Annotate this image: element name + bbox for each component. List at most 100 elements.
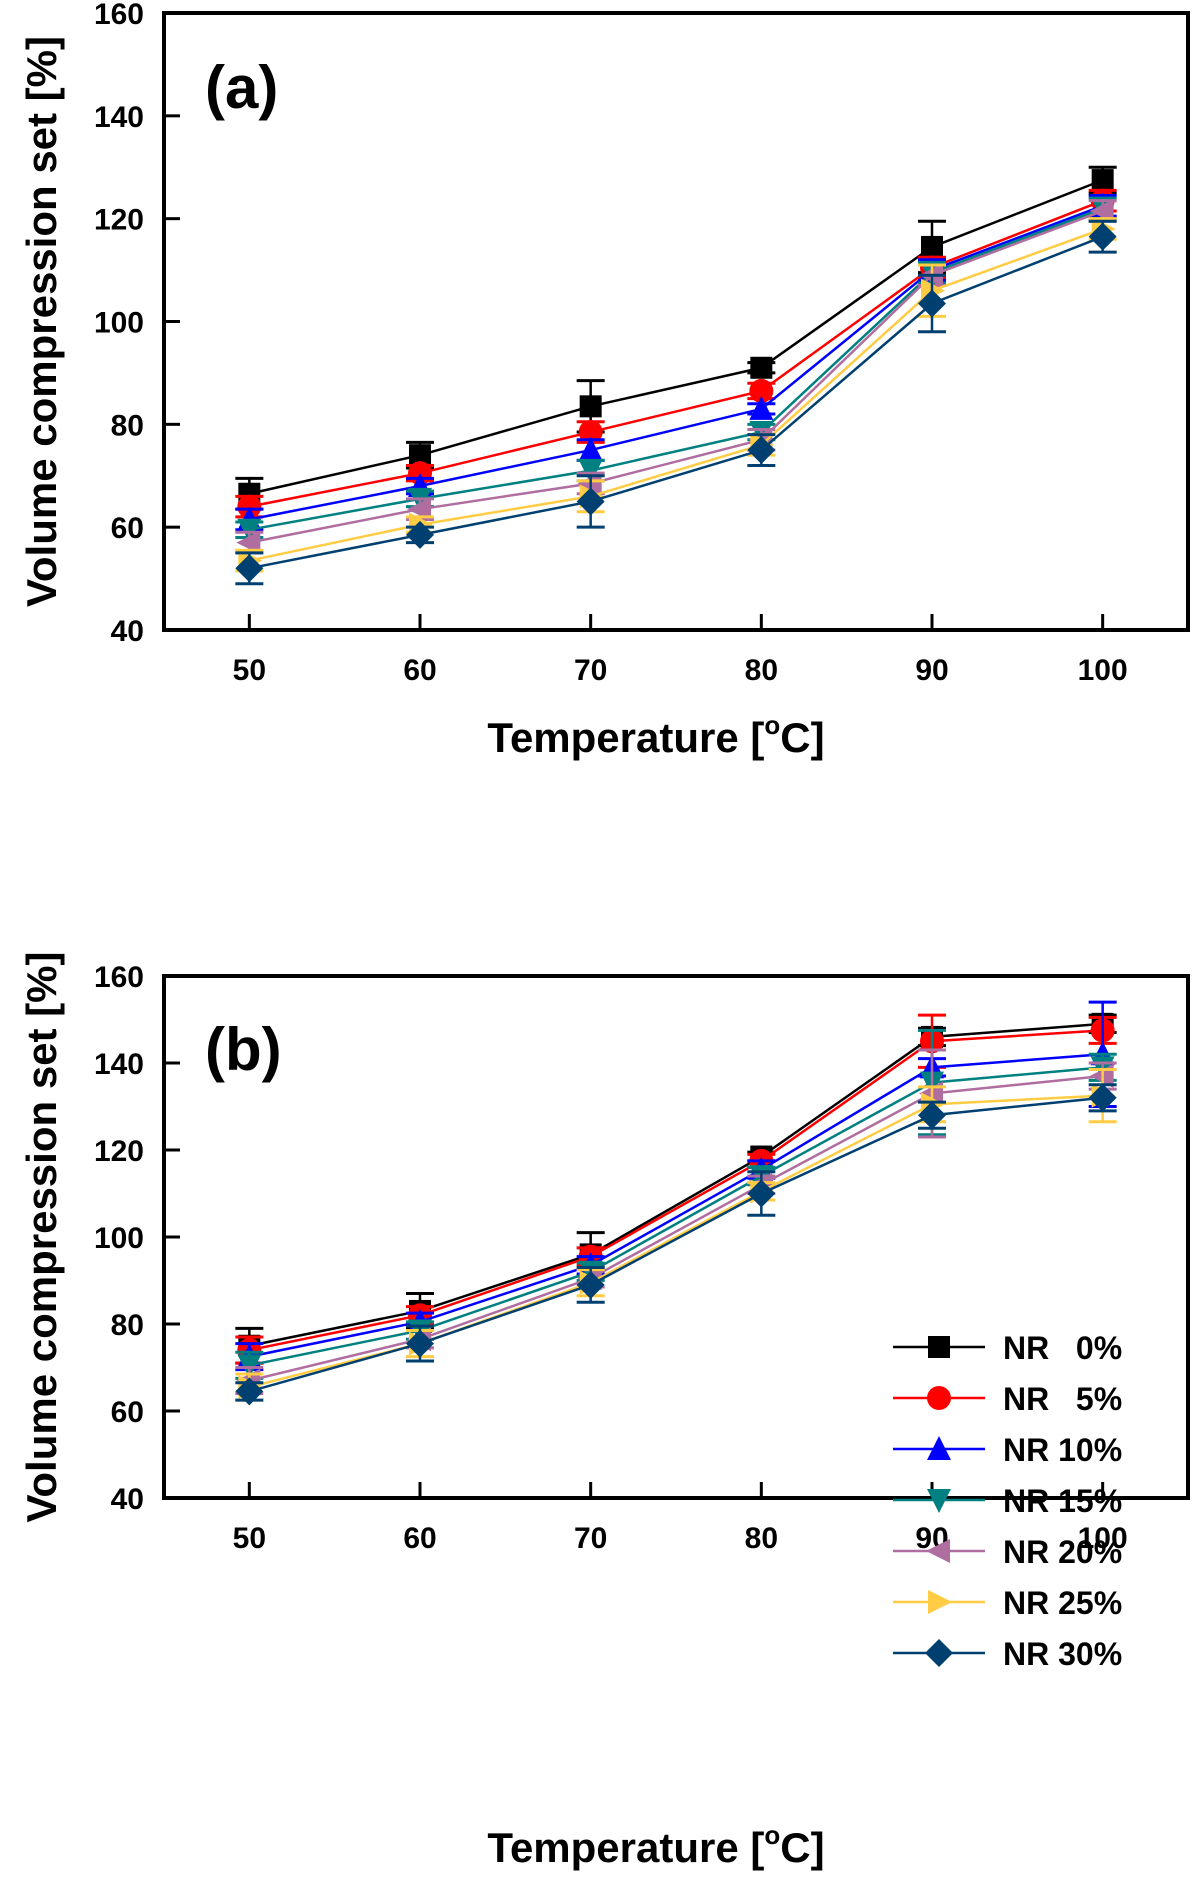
panel-b-y-axis-title: Volume compression set [%] xyxy=(18,951,65,1522)
panel-a-plot-frame xyxy=(162,11,1190,632)
legend-label: NR 0% xyxy=(1003,1330,1122,1366)
series-line xyxy=(249,207,1104,531)
data-point xyxy=(578,437,603,462)
series-nr30pct xyxy=(235,1083,1117,1406)
y-tick-label: 60 xyxy=(111,512,144,545)
x-tick-label: 60 xyxy=(403,654,436,687)
data-point xyxy=(921,235,943,258)
data-point xyxy=(578,459,603,484)
legend-item: NR 30% xyxy=(893,1636,1122,1672)
data-point xyxy=(918,1101,946,1130)
panel-a-x-title-degree: o xyxy=(764,710,780,740)
data-point xyxy=(236,530,261,555)
y-tick-label: 80 xyxy=(111,1309,144,1342)
series-line xyxy=(249,209,1104,544)
legend-item: NR 15% xyxy=(893,1483,1122,1519)
data-point xyxy=(406,520,434,549)
panel-a-y-ticks: 40 60 80 100 120 140 160 xyxy=(94,0,180,648)
x-tick-label: 50 xyxy=(233,1522,266,1555)
legend-marker xyxy=(927,1436,951,1460)
series-line xyxy=(249,1074,1103,1382)
legend-label: NR 20% xyxy=(1003,1534,1122,1570)
series-nr10pct xyxy=(235,1000,1117,1372)
panel-a-y-axis-title: Volume compression set [%] xyxy=(18,36,65,607)
legend-marker xyxy=(928,1336,950,1358)
legend-marker xyxy=(926,1539,950,1563)
y-tick-label: 160 xyxy=(94,961,144,994)
y-tick-label: 60 xyxy=(111,1396,144,1429)
data-point xyxy=(749,378,774,403)
legend-item: NR 20% xyxy=(893,1534,1122,1570)
y-tick-label: 100 xyxy=(94,1222,144,1255)
data-point xyxy=(1088,222,1117,251)
data-point xyxy=(576,487,605,516)
legend-item: NR 5% xyxy=(893,1381,1122,1417)
legend-item: NR 25% xyxy=(893,1585,1122,1621)
data-point xyxy=(409,444,431,467)
legend-marker xyxy=(927,1386,951,1410)
panel-b-label: (b) xyxy=(205,1016,282,1083)
series-nr5pct xyxy=(235,1013,1117,1365)
y-tick-label: 140 xyxy=(94,1048,144,1081)
y-tick-label: 100 xyxy=(94,307,144,340)
y-tick-label: 120 xyxy=(94,1135,144,1168)
series-line xyxy=(249,235,1104,570)
x-tick-label: 60 xyxy=(403,1522,436,1555)
legend-label: NR 5% xyxy=(1003,1381,1122,1417)
x-tick-label: 80 xyxy=(745,654,778,687)
panel-b-x-title-end: C] xyxy=(780,1824,824,1871)
y-tick-label: 120 xyxy=(94,204,144,237)
x-tick-label: 70 xyxy=(574,1522,607,1555)
y-tick-label: 160 xyxy=(94,0,144,31)
series-nr10pct xyxy=(235,192,1117,532)
data-point xyxy=(406,1329,434,1358)
series-line xyxy=(249,1066,1103,1367)
series-line xyxy=(249,204,1104,521)
panel-b-x-title-main: Temperature [ xyxy=(487,1824,764,1871)
x-tick-label: 90 xyxy=(915,654,948,687)
panel-b-x-title-degree: o xyxy=(764,1820,780,1850)
panel-a-x-title-main: Temperature [ xyxy=(487,714,764,761)
panel-b-x-axis-title: Temperature [oC] xyxy=(487,1820,824,1871)
legend-marker xyxy=(928,1590,952,1614)
x-tick-label: 100 xyxy=(1078,1522,1128,1555)
x-tick-label: 50 xyxy=(233,654,266,687)
data-point xyxy=(1088,1083,1117,1112)
panel-b-marks xyxy=(235,1000,1117,1406)
data-point xyxy=(747,436,776,465)
data-point xyxy=(747,1179,776,1208)
series-line xyxy=(248,1096,1103,1393)
data-point xyxy=(407,497,431,522)
x-tick-label: 80 xyxy=(745,1522,778,1555)
legend-label: NR 25% xyxy=(1003,1585,1122,1621)
panel-b-legend: NR 0% NR 5% NR 10% NR 15% NR 20% NR 25% NR 30% xyxy=(893,1330,1122,1672)
series-line xyxy=(249,1029,1103,1352)
series-nr0pct xyxy=(235,165,1117,511)
panel-a-marks xyxy=(235,165,1117,586)
series-nr0pct xyxy=(235,1012,1117,1365)
legend-label: NR 30% xyxy=(1003,1636,1122,1672)
data-point xyxy=(1089,198,1114,223)
panel-a-x-axis-title: Temperature [oC] xyxy=(487,710,824,761)
series-line xyxy=(249,178,1104,495)
panel-a-x-ticks: 50 60 70 80 90 100 xyxy=(233,614,1128,687)
data-point xyxy=(237,518,262,543)
data-point xyxy=(576,1270,605,1299)
panel-a-x-title-end: C] xyxy=(780,714,824,761)
series-line xyxy=(249,227,1104,562)
panel-b-x-ticks: 50 60 70 80 90 100 xyxy=(233,1482,1128,1555)
y-tick-label: 80 xyxy=(111,409,144,442)
series-nr30pct xyxy=(235,219,1117,586)
data-point xyxy=(235,1377,264,1406)
x-tick-label: 70 xyxy=(574,654,607,687)
data-point xyxy=(235,554,264,583)
panel-a: 50 60 70 80 90 100 40 60 80 100 120 140 160 (a) Tem… xyxy=(18,0,1190,761)
series-nr5pct xyxy=(235,188,1117,519)
series-line xyxy=(249,199,1104,508)
data-point xyxy=(579,395,602,418)
x-tick-label: 100 xyxy=(1078,654,1128,687)
y-tick-label: 40 xyxy=(111,615,144,648)
data-point xyxy=(578,420,603,445)
